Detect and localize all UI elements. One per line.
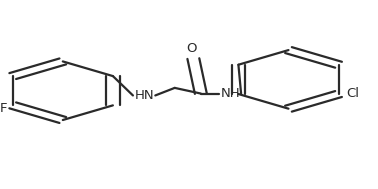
Text: O: O <box>186 42 197 55</box>
Text: HN: HN <box>135 89 155 102</box>
Text: Cl: Cl <box>346 87 359 100</box>
Text: NH: NH <box>221 87 240 100</box>
Text: F: F <box>0 102 7 115</box>
